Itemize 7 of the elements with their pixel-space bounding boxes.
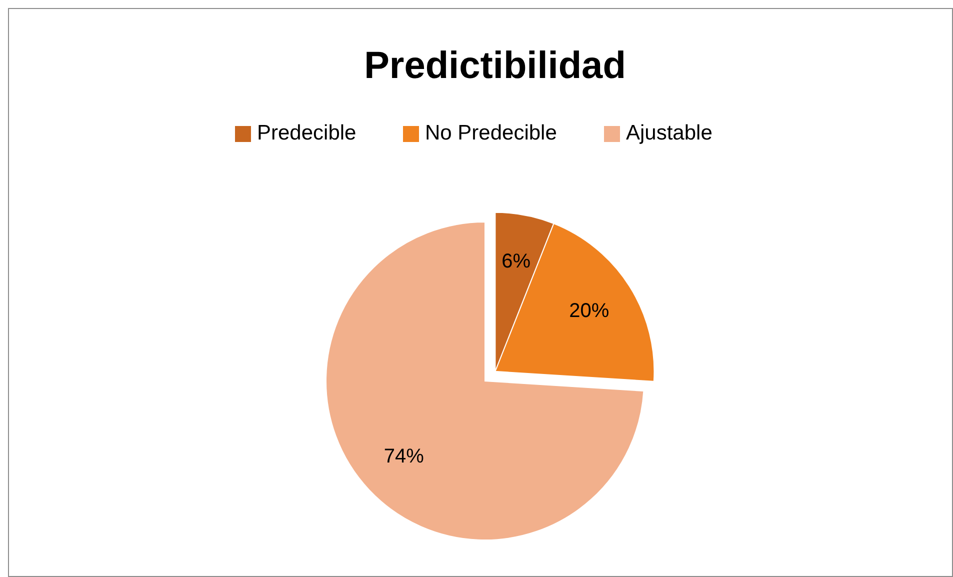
legend-label: Ajustable — [626, 122, 712, 145]
data-label: 74% — [384, 445, 424, 468]
data-label: 6% — [502, 250, 531, 272]
data-label: 20% — [569, 300, 610, 322]
legend-label: Predecible — [257, 122, 356, 145]
legend-label: No Predecible — [425, 122, 557, 145]
chart-title: Predictibilidad — [364, 45, 626, 87]
